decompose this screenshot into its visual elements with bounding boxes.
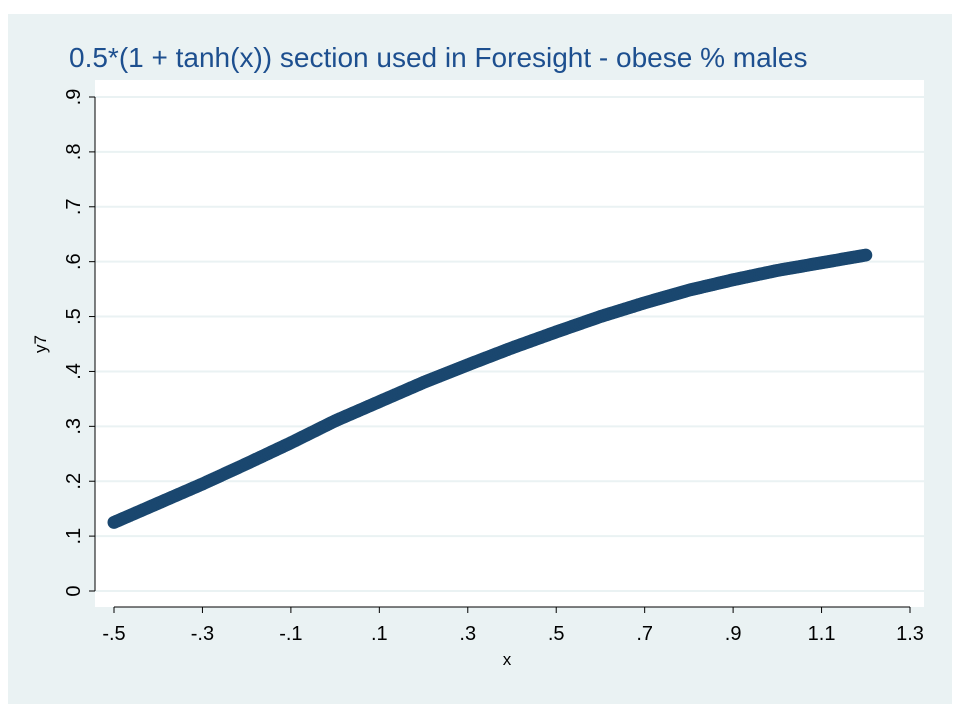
y-tick-label: .3	[63, 418, 85, 435]
x-tick-label: 1.3	[896, 623, 924, 645]
axes	[89, 96, 911, 613]
chart-svg: 0.5*(1 + tanh(x)) section used in Foresi…	[31, 42, 924, 669]
chart-title: 0.5*(1 + tanh(x)) section used in Foresi…	[69, 42, 807, 73]
y-tick-label: .6	[63, 253, 85, 270]
x-tick-label: -.1	[279, 623, 302, 645]
x-tick-label: .5	[548, 623, 565, 645]
x-tick-label: -.3	[191, 623, 214, 645]
y-tick-label: .2	[63, 473, 85, 490]
y-tick-label: .9	[63, 89, 85, 106]
x-tick-label: 1.1	[808, 623, 836, 645]
y-tick-label: .5	[63, 308, 85, 325]
data-points	[107, 248, 873, 529]
y-tick-label: .1	[63, 528, 85, 545]
x-tick-label: .7	[636, 623, 653, 645]
x-tick-label: .3	[459, 623, 476, 645]
x-axis-label: x	[503, 650, 512, 669]
x-tick-label: .1	[371, 623, 388, 645]
tick-labels: 0 .1 .2 .3 .4 .5 .6 .7 .8 .9 -.5 -.3 -.1 .1 .3 .5 .7 .9 1.…	[63, 89, 924, 645]
gridlines	[95, 96, 924, 592]
y-tick-label: .4	[63, 363, 85, 380]
x-tick-label: -.5	[102, 623, 125, 645]
y-axis-label: y7	[31, 335, 50, 353]
y-tick-label: 0	[63, 585, 85, 596]
x-tick-label: .9	[725, 623, 742, 645]
chart-frame: 0.5*(1 + tanh(x)) section used in Foresi…	[8, 14, 952, 704]
y-tick-label: .7	[63, 198, 85, 215]
data-point	[859, 248, 873, 262]
y-tick-label: .8	[63, 144, 85, 161]
